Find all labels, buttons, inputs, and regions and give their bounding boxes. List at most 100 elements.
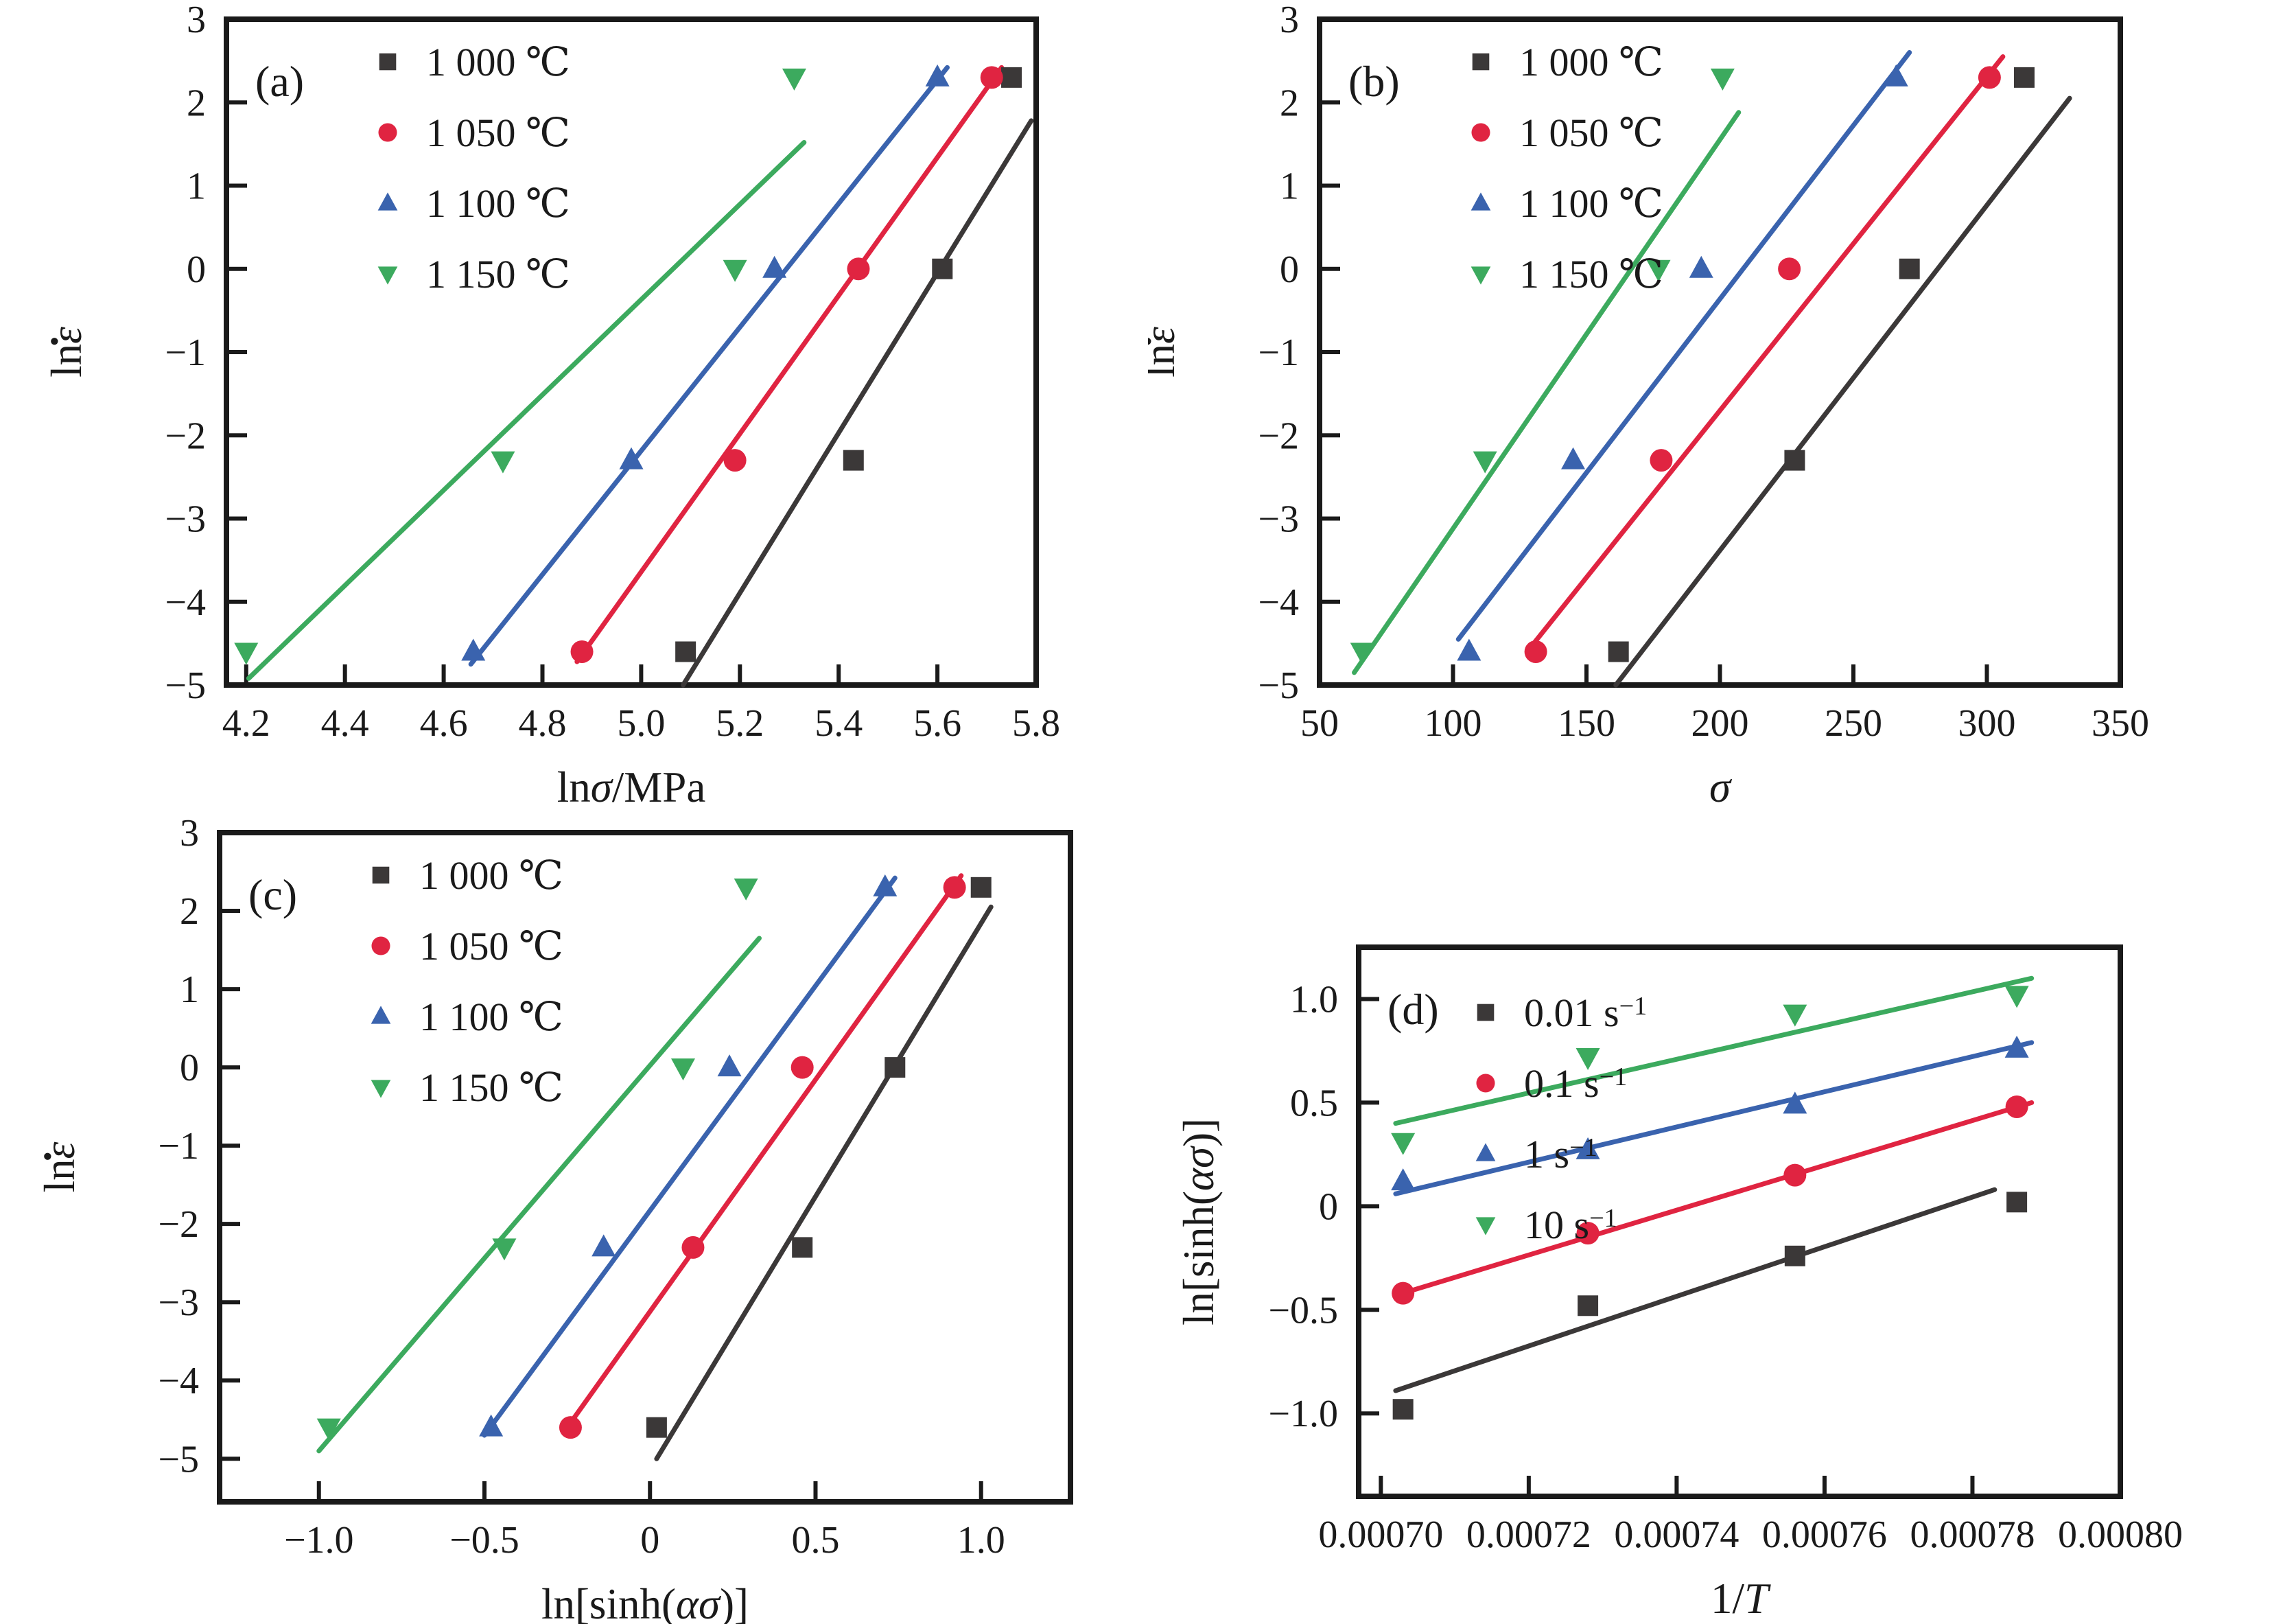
x-tick-label: 50 bbox=[1300, 702, 1339, 745]
circle-marker bbox=[790, 1056, 814, 1079]
x-tick-label: 150 bbox=[1558, 702, 1615, 745]
x-tick-label: 0 bbox=[640, 1519, 659, 1562]
legend-label: 1 150 ℃ bbox=[419, 1065, 563, 1110]
triangle-up-marker bbox=[1783, 1091, 1807, 1114]
legend: 0.01 s−1 0.1 s−1 1 s−1 10 s−1 bbox=[1475, 990, 1647, 1247]
panel-label: (d) bbox=[1387, 985, 1439, 1034]
legend: 1 000 ℃ 1 050 ℃ 1 100 ℃ 1 150 ℃ bbox=[377, 40, 570, 297]
series-green bbox=[316, 878, 758, 1441]
y-tick-label: 1 bbox=[1280, 165, 1299, 208]
triangle-up-marker bbox=[1391, 1168, 1416, 1191]
y-tick-label: 0.5 bbox=[1290, 1082, 1338, 1124]
triangle-down-marker bbox=[2004, 986, 2029, 1008]
y-tick-label: 1 bbox=[187, 165, 206, 208]
triangle-down-marker bbox=[1783, 1004, 1807, 1027]
triangle-down-marker bbox=[1391, 1133, 1416, 1155]
square-marker bbox=[1472, 53, 1490, 71]
x-tick-label: 0.00078 bbox=[1910, 1513, 2035, 1556]
x-tick-label: 300 bbox=[1958, 702, 2016, 745]
x-tick-label: 100 bbox=[1425, 702, 1482, 745]
square-marker bbox=[2006, 1192, 2028, 1213]
circle-marker bbox=[943, 876, 966, 899]
series-black bbox=[675, 67, 1022, 662]
series-black bbox=[1608, 67, 2035, 662]
circle-marker bbox=[1392, 1281, 1415, 1305]
y-tick-label: −2 bbox=[158, 1203, 199, 1246]
legend-label: 1 050 ℃ bbox=[426, 111, 570, 155]
y-tick-label: −4 bbox=[165, 581, 206, 624]
triangle-up-marker bbox=[873, 874, 898, 896]
triangle-down-marker bbox=[316, 1418, 341, 1441]
x-tick-label: 1.0 bbox=[957, 1519, 1005, 1562]
triangle-down-marker bbox=[491, 451, 515, 474]
legend-label: 1 050 ℃ bbox=[419, 924, 563, 968]
square-marker bbox=[646, 1417, 667, 1438]
panel-label: (c) bbox=[248, 870, 297, 919]
x-tick-label: 5.6 bbox=[913, 702, 961, 745]
y-axis-title: lnε. bbox=[19, 327, 91, 378]
y-tick-label: 0 bbox=[1319, 1185, 1338, 1228]
fit-line-blue bbox=[1393, 1040, 2035, 1196]
series-red bbox=[559, 876, 966, 1439]
triangle-down-marker bbox=[723, 259, 747, 282]
x-axis-title: 1/T bbox=[1711, 1575, 1771, 1623]
triangle-up-marker bbox=[1471, 192, 1491, 211]
y-axis-title: ln[sinh(ασ)] bbox=[1175, 1118, 1223, 1325]
y-tick-label: −1.0 bbox=[1268, 1393, 1338, 1435]
y-tick-label: 2 bbox=[1280, 82, 1299, 124]
y-axis: −5 −4 −3 −2 −1 0 1 2 3 bbox=[1258, 0, 1340, 707]
square-marker bbox=[1578, 1295, 1599, 1316]
circle-marker bbox=[681, 1236, 705, 1259]
y-axis: −1.0 −0.5 0 0.5 1.0 bbox=[1268, 978, 1379, 1435]
fit-line-red bbox=[1393, 1100, 2035, 1298]
fit-line-blue bbox=[468, 65, 950, 667]
triangle-up-marker bbox=[591, 1234, 616, 1257]
y-tick-label: −3 bbox=[158, 1281, 199, 1324]
x-tick-label: 4.4 bbox=[321, 702, 369, 745]
circle-marker bbox=[1778, 257, 1801, 281]
square-marker bbox=[675, 641, 696, 662]
series-black bbox=[1392, 1192, 2028, 1420]
square-marker bbox=[885, 1057, 906, 1078]
square-marker bbox=[1392, 1399, 1414, 1420]
x-tick-label: 0.00080 bbox=[2058, 1513, 2183, 1556]
fit-line-red bbox=[574, 65, 1005, 664]
square-marker bbox=[379, 53, 397, 71]
y-tick-label: −5 bbox=[158, 1438, 199, 1481]
fit-line-blue bbox=[482, 875, 898, 1438]
x-tick-label: 4.8 bbox=[518, 702, 566, 745]
y-axis-title: lnε. bbox=[12, 1141, 84, 1192]
plot-border bbox=[1356, 944, 2123, 1499]
plot-border bbox=[217, 830, 1073, 1505]
chart-c-ln-strain-rate-vs-ln-sinh: −1.0 −0.5 0 0.5 1.0 −5 −4 −3 −2 −1 0 1 2 3 ln[sinh(ασ)… bbox=[12, 812, 1073, 1624]
triangle-up-marker bbox=[1884, 64, 1908, 86]
y-tick-label: 0 bbox=[180, 1047, 199, 1089]
legend-label: 1 100 ℃ bbox=[1519, 181, 1663, 226]
legend-label: 1 150 ℃ bbox=[1519, 252, 1663, 297]
x-axis-title: lnσ/MPa bbox=[557, 763, 706, 811]
y-tick-label: 3 bbox=[180, 812, 199, 855]
legend: 1 000 ℃ 1 050 ℃ 1 100 ℃ 1 150 ℃ bbox=[371, 853, 563, 1110]
triangle-down-marker bbox=[1350, 642, 1374, 665]
circle-marker bbox=[2005, 1095, 2028, 1118]
series-green bbox=[1350, 68, 1735, 665]
y-axis-title: lnε. bbox=[1148, 327, 1184, 378]
square-marker bbox=[1608, 641, 1629, 662]
legend-label: 1 150 ℃ bbox=[426, 252, 570, 297]
triangle-down-marker bbox=[1473, 451, 1497, 474]
panel-d: 0.00070 0.00072 0.00074 0.00076 0.00078 0.000… bbox=[1148, 812, 2296, 1624]
y-tick-label: −4 bbox=[1258, 581, 1299, 624]
legend-label: 0.1 s−1 bbox=[1524, 1061, 1627, 1106]
triangle-up-marker bbox=[1475, 1143, 1496, 1161]
fit-line-green bbox=[246, 139, 807, 681]
x-axis: 50 100 150 200 250 300 350 bbox=[1300, 664, 2149, 745]
x-axis-title: ln[sinh(ασ)] bbox=[541, 1580, 749, 1624]
square-marker bbox=[1477, 1004, 1495, 1021]
x-tick-label: −0.5 bbox=[449, 1519, 519, 1562]
y-tick-label: 3 bbox=[187, 0, 206, 41]
square-marker bbox=[792, 1237, 813, 1258]
panel-a: 4.2 4.4 4.6 4.8 5.0 5.2 5.4 5.6 5.8 −5 −4 −3 −2 −1 0 1 2… bbox=[0, 0, 1148, 812]
panel-b: 50 100 150 200 250 300 350 −5 −4 −3 −2 −1 0 1 2 3 σ lnε. 1… bbox=[1148, 0, 2296, 812]
legend: 1 000 ℃ 1 050 ℃ 1 100 ℃ 1 150 ℃ bbox=[1471, 40, 1663, 297]
fit-line-black bbox=[681, 118, 1034, 688]
